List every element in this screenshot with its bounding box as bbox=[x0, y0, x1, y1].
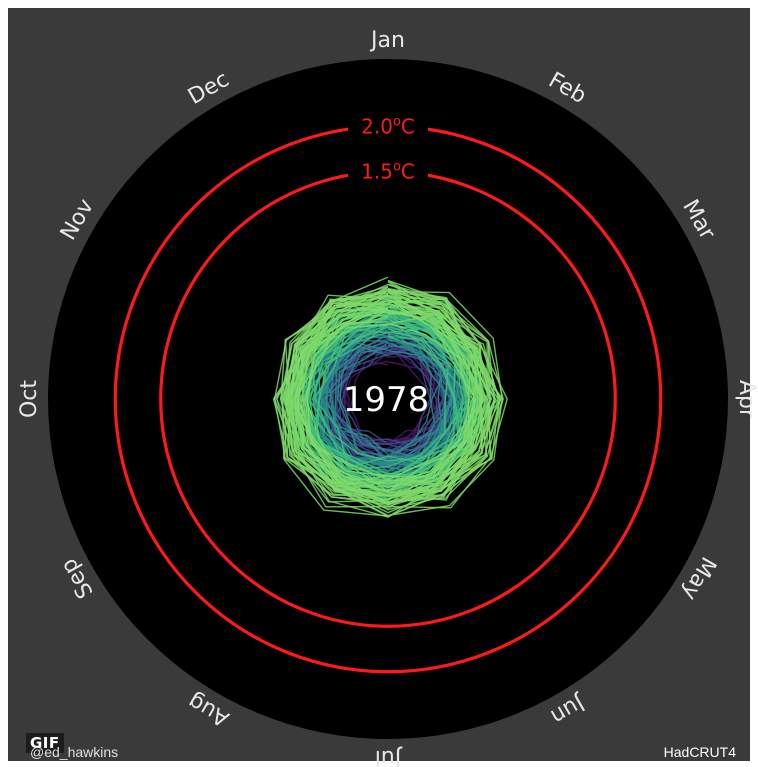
data-source-label: HadCRUT4 bbox=[664, 744, 736, 760]
month-label-apr: Apr bbox=[734, 380, 758, 419]
ring-label-1-5: 1.5oC bbox=[361, 160, 415, 184]
ring-label-2-0: 2.0oC bbox=[361, 114, 415, 138]
month-label-oct: Oct bbox=[17, 380, 42, 418]
center-year-label: 1978 bbox=[343, 380, 430, 420]
month-label-jul: Jul bbox=[375, 745, 404, 767]
month-label-jan: Jan bbox=[369, 28, 405, 53]
author-credit: @ed_hawkins bbox=[30, 744, 118, 760]
